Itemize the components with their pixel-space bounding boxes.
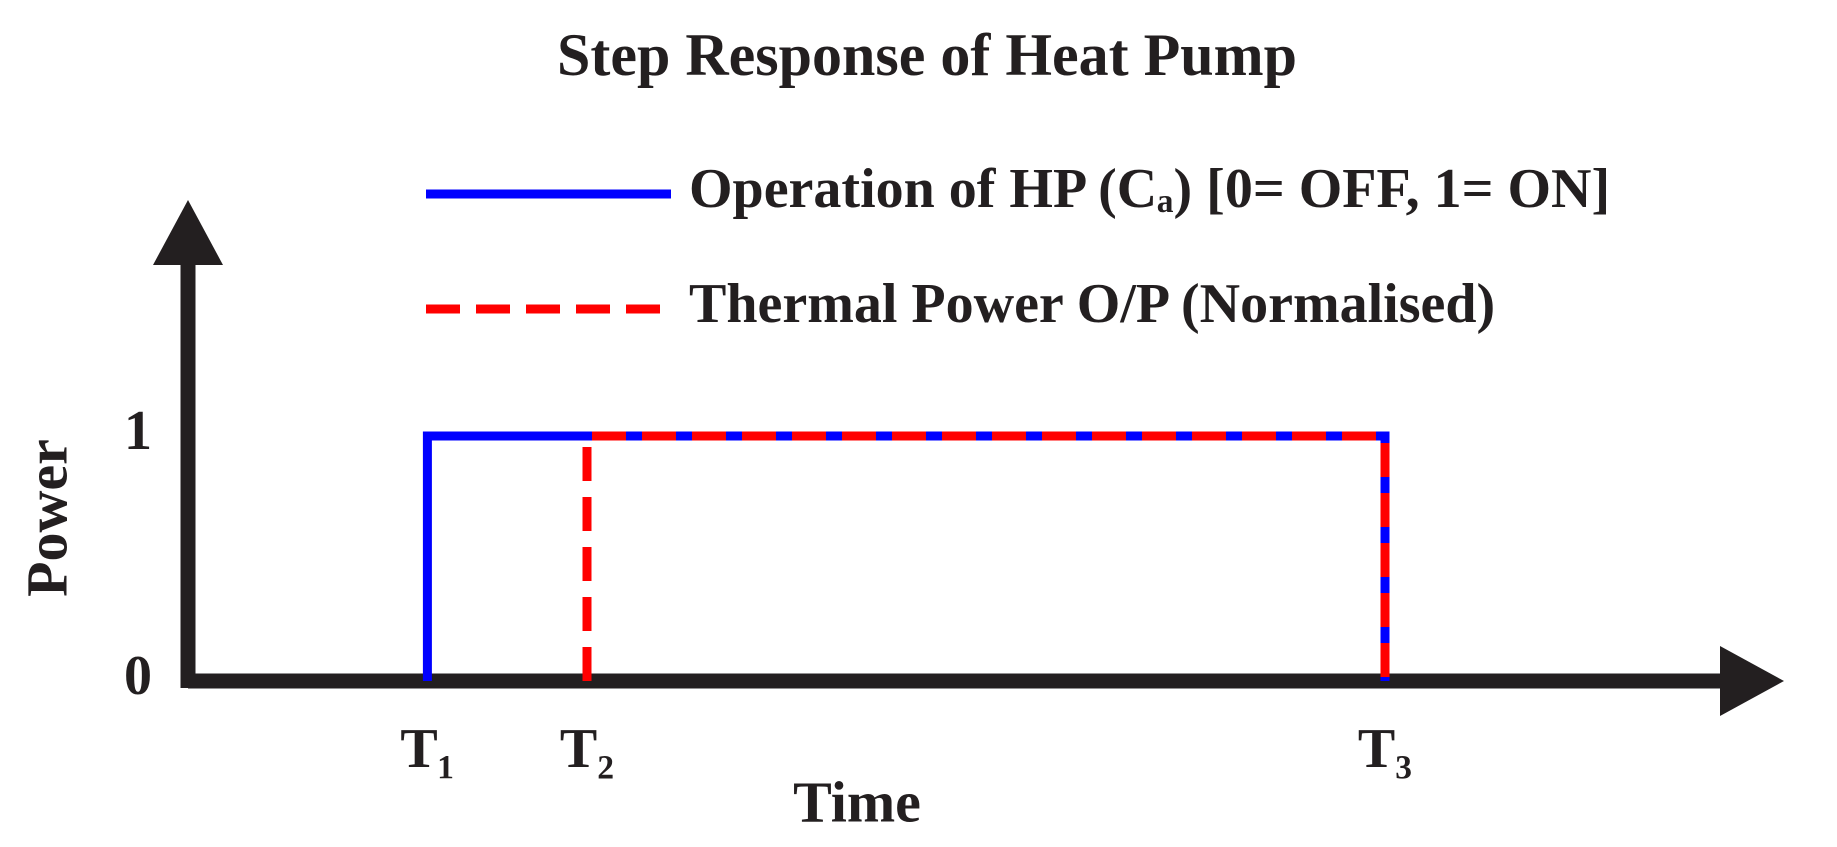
y-tick-label: 0: [124, 645, 152, 707]
x-tick-label: T₂: [560, 718, 614, 780]
x-axis-arrow: [1720, 646, 1784, 716]
x-tick-label: T₃: [1358, 718, 1412, 780]
legend-label: Thermal Power O/P (Normalised): [689, 273, 1495, 335]
x-tick-label: T₁: [400, 718, 454, 780]
y-axis-arrow: [153, 200, 223, 265]
series-line: [422, 431, 1390, 681]
chart-title: Step Response of Heat Pump: [557, 22, 1297, 88]
y-tick-label: 1: [124, 400, 152, 462]
x-axis-label: Time: [793, 769, 921, 834]
legend-label: Operation of HP (Cₐ) [0= OFF, 1= ON]: [689, 158, 1610, 220]
series-line: [582, 431, 1390, 681]
y-axis-label: Power: [14, 439, 79, 597]
